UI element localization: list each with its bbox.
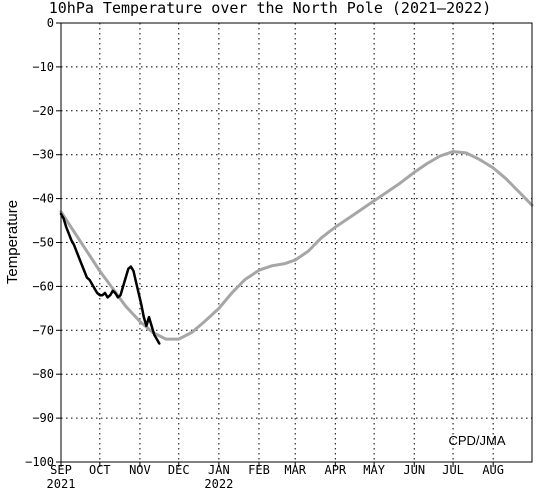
credit-annotation: CPD/JMA	[448, 433, 505, 448]
x-tick-label: AUG	[482, 463, 504, 477]
y-tick-label: −10	[32, 60, 54, 74]
gridlines	[61, 23, 532, 462]
y-tick-label: −50	[32, 236, 54, 250]
x-tick-label: JUN	[403, 463, 425, 477]
chart-title: 10hPa Temperature over the North Pole (2…	[49, 0, 492, 17]
y-tick-label: −80	[32, 367, 54, 381]
y-tick-label: −70	[32, 323, 54, 337]
y-tick-label: −60	[32, 279, 54, 293]
x-tick-label: MAY	[363, 463, 385, 477]
y-axis-label: Temperature	[4, 200, 21, 284]
x-tick-label: SEP	[50, 463, 72, 477]
x-tick-label: DEC	[168, 463, 190, 477]
y-tick-label: −20	[32, 104, 54, 118]
observed-series-line	[59, 212, 161, 345]
x-tick-label: NOV	[129, 463, 151, 477]
x-tick-sublabel: 2021	[47, 477, 76, 491]
plot-frame	[60, 22, 533, 463]
y-tick-label: 0	[47, 16, 54, 30]
y-tick-label: −100	[25, 455, 54, 469]
x-tick-label: FEB	[248, 463, 270, 477]
y-tick-label: −30	[32, 148, 54, 162]
y-tick-label: −40	[32, 192, 54, 206]
series-layer	[59, 150, 534, 345]
x-tick-label: OCT	[89, 463, 111, 477]
x-tick-label: MAR	[284, 463, 306, 477]
x-tick-sublabel: 2022	[204, 477, 233, 491]
y-tick-label: −90	[32, 411, 54, 425]
x-tick-label: JUL	[442, 463, 464, 477]
x-tick-label: JAN	[208, 463, 230, 477]
x-tick-label: APR	[324, 463, 346, 477]
climatology-series-line	[59, 150, 534, 341]
